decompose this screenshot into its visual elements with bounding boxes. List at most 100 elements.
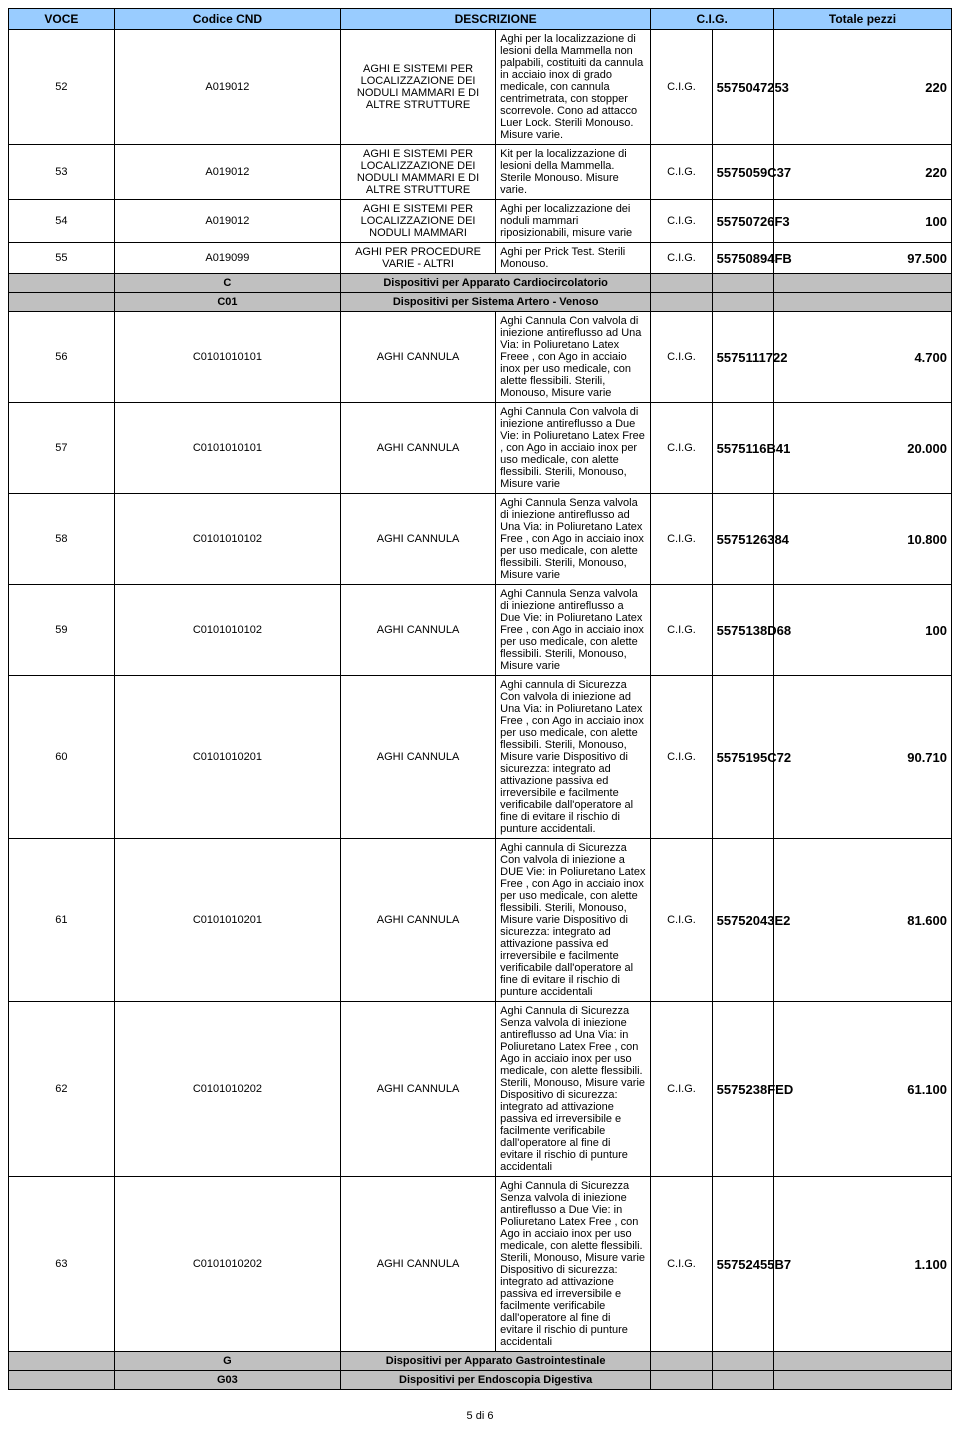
cell-cig-label: C.I.G. [651, 585, 712, 676]
cell-desc2: Aghi Cannula Senza valvola di iniezione … [496, 585, 651, 676]
blank [712, 293, 773, 312]
cell-cnd: C0101010202 [114, 1177, 340, 1352]
cell-voce: 61 [9, 839, 115, 1002]
cell-total: 20.000 [773, 403, 951, 494]
cell-desc1: AGHI E SISTEMI PER LOCALIZZAZIONE DEI NO… [340, 145, 495, 200]
section-code: G [114, 1352, 340, 1371]
cell-cig-number: 55750894FB [712, 243, 773, 274]
section-label: Dispositivi per Endoscopia Digestiva [340, 1371, 650, 1390]
cell-cnd: A019012 [114, 145, 340, 200]
blank [651, 293, 712, 312]
cell-voce: 59 [9, 585, 115, 676]
cell-cig-number: 5575126384 [712, 494, 773, 585]
section-code: C01 [114, 293, 340, 312]
cell-cig-label: C.I.G. [651, 494, 712, 585]
hdr-cig: C.I.G. [651, 9, 774, 30]
cell-voce: 54 [9, 200, 115, 243]
cell-cig-label: C.I.G. [651, 676, 712, 839]
cell-cig-number: 5575138D68 [712, 585, 773, 676]
table-header-row: VOCE Codice CND DESCRIZIONE C.I.G. Total… [9, 9, 952, 30]
cell-desc1: AGHI PER PROCEDURE VARIE - ALTRI [340, 243, 495, 274]
cell-desc1: AGHI CANNULA [340, 676, 495, 839]
cell-cig-label: C.I.G. [651, 1002, 712, 1177]
cell-cig-label: C.I.G. [651, 403, 712, 494]
blank [773, 274, 951, 293]
hdr-voce: VOCE [9, 9, 115, 30]
page-footer: 5 di 6 [8, 1390, 952, 1442]
cell-cnd: A019012 [114, 30, 340, 145]
cell-cnd: C0101010101 [114, 312, 340, 403]
cell-cig-number: 55752455B7 [712, 1177, 773, 1352]
hdr-tot: Totale pezzi [773, 9, 951, 30]
table-row: 53 A019012 AGHI E SISTEMI PER LOCALIZZAZ… [9, 145, 952, 200]
section-row: C01 Dispositivi per Sistema Artero - Ven… [9, 293, 952, 312]
table-row: 54 A019012 AGHI E SISTEMI PER LOCALIZZAZ… [9, 200, 952, 243]
cell-total: 81.600 [773, 839, 951, 1002]
cell-total: 100 [773, 200, 951, 243]
table-row: 60 C0101010201 AGHI CANNULA Aghi cannula… [9, 676, 952, 839]
blank [773, 1371, 951, 1390]
table-row: 58 C0101010102 AGHI CANNULA Aghi Cannula… [9, 494, 952, 585]
cell-cig-number: 5575116B41 [712, 403, 773, 494]
blank [712, 1371, 773, 1390]
table-row: 63 C0101010202 AGHI CANNULA Aghi Cannula… [9, 1177, 952, 1352]
cell-desc1: AGHI CANNULA [340, 585, 495, 676]
cell-desc1: AGHI CANNULA [340, 1177, 495, 1352]
cell-cig-number: 5575195C72 [712, 676, 773, 839]
table-row: 62 C0101010202 AGHI CANNULA Aghi Cannula… [9, 1002, 952, 1177]
cell-desc1: AGHI CANNULA [340, 403, 495, 494]
blank [651, 1371, 712, 1390]
cell-cig-number: 5575047253 [712, 30, 773, 145]
cell-total: 4.700 [773, 312, 951, 403]
data-table: VOCE Codice CND DESCRIZIONE C.I.G. Total… [8, 8, 952, 1390]
cell-voce: 53 [9, 145, 115, 200]
section-row: G03 Dispositivi per Endoscopia Digestiva [9, 1371, 952, 1390]
cell-desc2: Aghi Cannula di Sicurezza Senza valvola … [496, 1177, 651, 1352]
cell-voce: 62 [9, 1002, 115, 1177]
cell-cig-number: 5575238FED [712, 1002, 773, 1177]
cell-cnd: C0101010202 [114, 1002, 340, 1177]
cell-cig-label: C.I.G. [651, 1177, 712, 1352]
cell-total: 97.500 [773, 243, 951, 274]
cell-total: 100 [773, 585, 951, 676]
section-label: Dispositivi per Sistema Artero - Venoso [340, 293, 650, 312]
cell-desc2: Aghi per localizzazione dei noduli mamma… [496, 200, 651, 243]
cell-voce: 55 [9, 243, 115, 274]
cell-desc1: AGHI E SISTEMI PER LOCALIZZAZIONE DEI NO… [340, 200, 495, 243]
cell-desc2: Aghi cannula di Sicurezza Con valvola di… [496, 839, 651, 1002]
cell-cig-number: 55750726F3 [712, 200, 773, 243]
cell-cig-label: C.I.G. [651, 30, 712, 145]
blank [712, 274, 773, 293]
cell-cnd: C0101010102 [114, 494, 340, 585]
cell-cnd: A019099 [114, 243, 340, 274]
blank [9, 1352, 115, 1371]
cell-cig-label: C.I.G. [651, 145, 712, 200]
blank [9, 1371, 115, 1390]
cell-desc1: AGHI CANNULA [340, 494, 495, 585]
cell-total: 220 [773, 30, 951, 145]
cell-total: 220 [773, 145, 951, 200]
cell-voce: 60 [9, 676, 115, 839]
cell-desc2: Aghi per Prick Test. Sterili Monouso. [496, 243, 651, 274]
table-row: 59 C0101010102 AGHI CANNULA Aghi Cannula… [9, 585, 952, 676]
cell-total: 1.100 [773, 1177, 951, 1352]
blank [651, 274, 712, 293]
section-label: Dispositivi per Apparato Cardiocircolato… [340, 274, 650, 293]
cell-desc1: AGHI E SISTEMI PER LOCALIZZAZIONE DEI NO… [340, 30, 495, 145]
cell-cig-number: 55752043E2 [712, 839, 773, 1002]
cell-cig-label: C.I.G. [651, 312, 712, 403]
cell-cnd: A019012 [114, 200, 340, 243]
blank [773, 1352, 951, 1371]
cell-desc2: Aghi cannula di Sicurezza Con valvola di… [496, 676, 651, 839]
cell-cig-label: C.I.G. [651, 243, 712, 274]
blank [9, 293, 115, 312]
blank [773, 293, 951, 312]
cell-desc2: Aghi Cannula di Sicurezza Senza valvola … [496, 1002, 651, 1177]
cell-cig-label: C.I.G. [651, 839, 712, 1002]
section-row: C Dispositivi per Apparato Cardiocircola… [9, 274, 952, 293]
cell-desc2: Aghi Cannula Senza valvola di iniezione … [496, 494, 651, 585]
cell-cig-number: 5575059C37 [712, 145, 773, 200]
blank [712, 1352, 773, 1371]
cell-desc2: Aghi Cannula Con valvola di iniezione an… [496, 312, 651, 403]
cell-total: 10.800 [773, 494, 951, 585]
